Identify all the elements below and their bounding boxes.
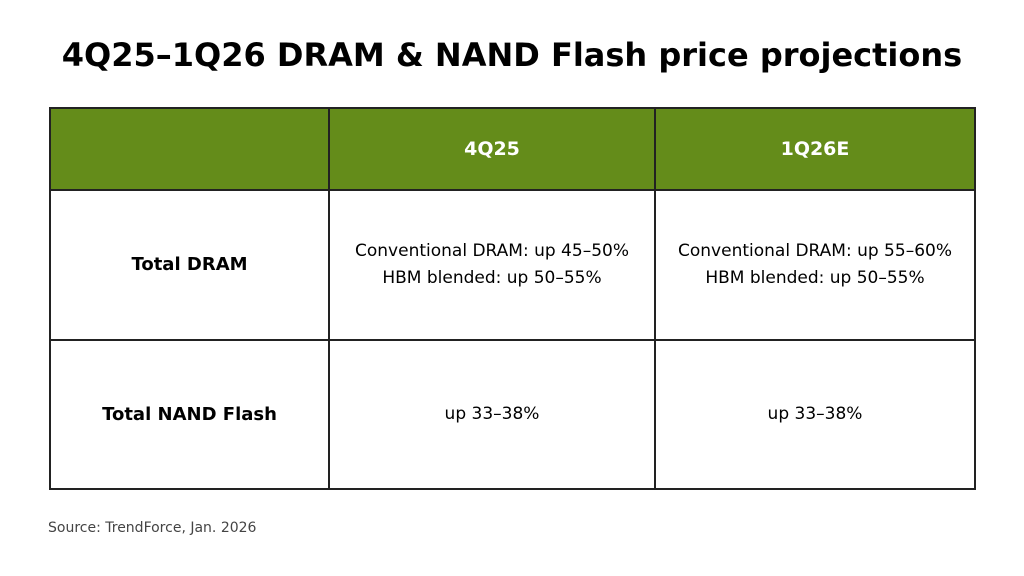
header-cell-1q26e: 1Q26E — [654, 106, 976, 192]
header-cell-empty — [49, 106, 330, 192]
cell-line: up 33–38% — [767, 403, 863, 424]
table-row: Total NAND Flash up 33–38% up 33–38% — [49, 338, 976, 491]
table-cell: Conventional DRAM: up 55–60% HBM blended:… — [654, 189, 976, 341]
table-cell: up 33–38% — [654, 338, 976, 491]
page-title: 4Q25–1Q26 DRAM & NAND Flash price projec… — [61, 36, 963, 74]
price-table: 4Q25 1Q26E Total DRAM Conventional DRAM:… — [49, 106, 976, 491]
table-cell: up 33–38% — [328, 338, 656, 491]
header-cell-4q25: 4Q25 — [328, 106, 656, 192]
cell-line: HBM blended: up 50–55% — [382, 267, 602, 288]
header-row: 4Q25 1Q26E — [49, 106, 976, 192]
source-note: Source: TrendForce, Jan. 2026 — [48, 520, 257, 536]
row-label: Total NAND Flash — [49, 338, 330, 491]
cell-line: HBM blended: up 50–55% — [705, 267, 925, 288]
table-cell: Conventional DRAM: up 45–50% HBM blended:… — [328, 189, 656, 341]
cell-line: Conventional DRAM: up 55–60% — [678, 240, 952, 261]
row-label: Total DRAM — [49, 189, 330, 341]
table-row: Total DRAM Conventional DRAM: up 45–50% H… — [49, 189, 976, 341]
cell-line: up 33–38% — [444, 403, 540, 424]
cell-line: Conventional DRAM: up 45–50% — [355, 240, 629, 261]
